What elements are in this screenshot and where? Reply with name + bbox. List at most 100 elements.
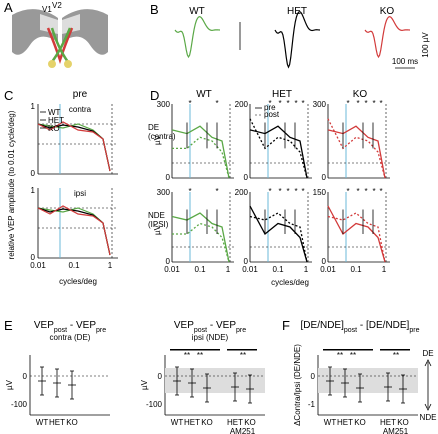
label: NDE — [148, 211, 165, 220]
label: KO — [354, 418, 366, 427]
label: * — [188, 99, 191, 108]
label: µV — [140, 379, 149, 390]
curve — [249, 125, 308, 179]
label: KO — [48, 124, 60, 133]
label: WT — [324, 418, 337, 427]
label: contra — [69, 105, 92, 114]
label: ** — [197, 351, 203, 360]
label: 100 ms — [392, 57, 418, 66]
curve — [249, 212, 308, 263]
label: 1 — [108, 261, 113, 270]
curve — [327, 118, 386, 179]
arrow — [424, 359, 432, 411]
label: 0.1 — [272, 265, 284, 274]
label: 0.1 — [350, 265, 362, 274]
label: 0 — [322, 257, 327, 266]
panel-title: VEPpost - VEPpre — [34, 320, 106, 334]
title-part: [DE/NDE] — [301, 320, 345, 331]
curve — [37, 121, 111, 172]
label: post — [264, 110, 280, 119]
label: HET — [49, 418, 65, 427]
title-part: VEP — [34, 320, 54, 331]
label: 0 — [166, 257, 171, 266]
label: HET — [337, 418, 353, 427]
label: 0 — [31, 253, 36, 262]
panel-letter: C — [4, 88, 13, 103]
label: * — [379, 187, 382, 196]
label: ** — [393, 351, 399, 360]
curve — [171, 125, 230, 179]
curve — [249, 205, 308, 263]
label: * — [372, 99, 375, 108]
label: 0 — [322, 173, 327, 182]
label: cycles/deg — [59, 277, 97, 286]
panel-letter: D — [150, 88, 159, 103]
label: HET — [272, 89, 292, 100]
label: -100 — [11, 400, 28, 409]
curve — [172, 136, 230, 179]
label: * — [346, 187, 349, 196]
label: 0.1 — [194, 265, 206, 274]
label: WT — [196, 89, 212, 100]
label: 0.01 — [30, 261, 46, 270]
label: µV — [5, 379, 14, 390]
label: 300 — [157, 188, 171, 197]
title-part: pre — [409, 327, 419, 334]
label: * — [188, 187, 191, 196]
label: KO — [66, 418, 78, 427]
label: 0 — [244, 257, 249, 266]
title-part: - VEP — [67, 320, 96, 331]
label: ipsi (NDE) — [192, 333, 229, 342]
curve — [327, 125, 386, 179]
label: 1 — [31, 102, 36, 111]
label: HET — [287, 6, 307, 17]
curve — [37, 207, 111, 256]
label: 100 µV — [421, 32, 430, 58]
label: * — [278, 187, 281, 196]
label: KO — [244, 418, 256, 427]
label: ΔContra/Ipsi (DE/NDE) — [293, 344, 302, 426]
label: KO — [353, 89, 368, 100]
label: V1 — [42, 5, 52, 14]
label: ipsi — [74, 189, 86, 198]
label: * — [301, 99, 304, 108]
label: µV — [153, 134, 162, 145]
label: * — [294, 187, 297, 196]
label: 0 — [23, 372, 28, 381]
label: DE — [422, 349, 433, 358]
label: pre — [73, 89, 88, 100]
label: HET — [184, 418, 200, 427]
label: contra (DE) — [50, 333, 91, 342]
label: NDE — [420, 413, 437, 422]
curve — [172, 222, 230, 263]
sig-bar — [323, 349, 373, 351]
label: 0 — [311, 372, 316, 381]
label: * — [379, 99, 382, 108]
label: WT — [171, 418, 184, 427]
curve — [174, 16, 221, 59]
label: * — [356, 99, 359, 108]
panel-letter: F — [282, 318, 290, 333]
title-part: post — [54, 327, 67, 334]
curve — [364, 16, 411, 59]
curve — [37, 207, 111, 256]
label: 0 — [158, 372, 163, 381]
label: 0 — [166, 173, 171, 182]
curve — [37, 205, 111, 256]
curve — [171, 212, 230, 263]
label: 150 — [313, 188, 327, 197]
label: ** — [337, 351, 343, 360]
label: * — [346, 99, 349, 108]
label: 300 — [157, 100, 171, 109]
title-part: pre — [96, 327, 106, 334]
label: HET — [227, 418, 243, 427]
label: 0.1 — [68, 261, 80, 270]
label: KO — [380, 6, 395, 17]
brain-diagram — [12, 9, 108, 68]
title-part: pre — [236, 327, 246, 334]
title-part: - VEP — [207, 320, 236, 331]
label: * — [294, 99, 297, 108]
label: WT — [48, 108, 61, 117]
label: -1 — [308, 400, 316, 409]
